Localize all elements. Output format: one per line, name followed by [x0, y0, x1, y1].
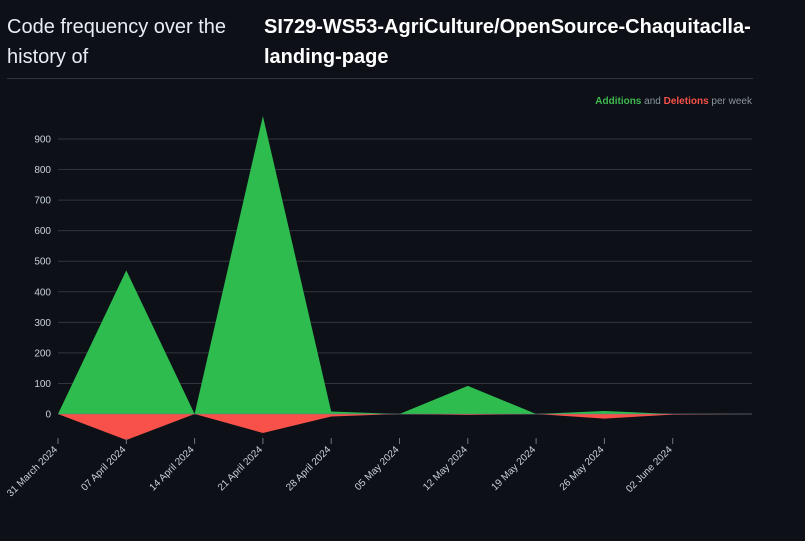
- x-tick-label: 19 May 2024: [490, 444, 539, 493]
- deletions-area[interactable]: [58, 414, 741, 440]
- x-tick-label: 26 May 2024: [558, 444, 607, 493]
- y-tick-label: 900: [34, 135, 51, 146]
- x-tick-label: 31 March 2024: [5, 444, 60, 499]
- repository-name[interactable]: SI729-WS53-AgriCulture/OpenSource-Chaqui…: [264, 16, 751, 68]
- legend-additions: Additions: [595, 96, 642, 107]
- chart-areas: [58, 116, 752, 440]
- y-tick-label: 600: [34, 226, 51, 237]
- y-tick-label: 700: [34, 196, 51, 207]
- y-tick-label: 500: [34, 257, 51, 268]
- y-tick-label: 100: [34, 379, 51, 390]
- chart-header: Code frequency over the history of SI729…: [7, 0, 753, 79]
- x-tick-label: 28 April 2024: [284, 444, 333, 493]
- legend-and: and: [644, 96, 661, 107]
- legend-deletions: Deletions: [663, 96, 709, 107]
- y-tick-label: 800: [34, 165, 51, 176]
- y-tick-label: 400: [34, 287, 51, 298]
- grid-lines: [58, 138, 752, 415]
- header-prefix: Code frequency over the history of: [7, 16, 227, 68]
- legend-suffix: per week: [711, 96, 752, 107]
- x-tick-label: 05 May 2024: [353, 444, 402, 493]
- x-tick-label: 12 May 2024: [421, 444, 470, 493]
- x-axis: 31 March 2024 07 April 2024 14 April 2024 2…: [5, 438, 675, 499]
- x-tick-label: 21 April 2024: [216, 444, 265, 493]
- y-tick-label: 200: [34, 348, 51, 359]
- y-tick-label: 0: [45, 410, 51, 421]
- x-tick-label: 07 April 2024: [79, 444, 128, 493]
- additions-area[interactable]: [58, 116, 741, 414]
- x-tick-label: 14 April 2024: [148, 444, 197, 493]
- chart-legend: Additions and Deletions per week: [595, 96, 752, 107]
- x-tick-label: 02 June 2024: [624, 444, 675, 495]
- y-tick-label: 300: [34, 318, 51, 329]
- y-axis: 0 100 200 300 400 500 600 700 800 900: [34, 135, 51, 421]
